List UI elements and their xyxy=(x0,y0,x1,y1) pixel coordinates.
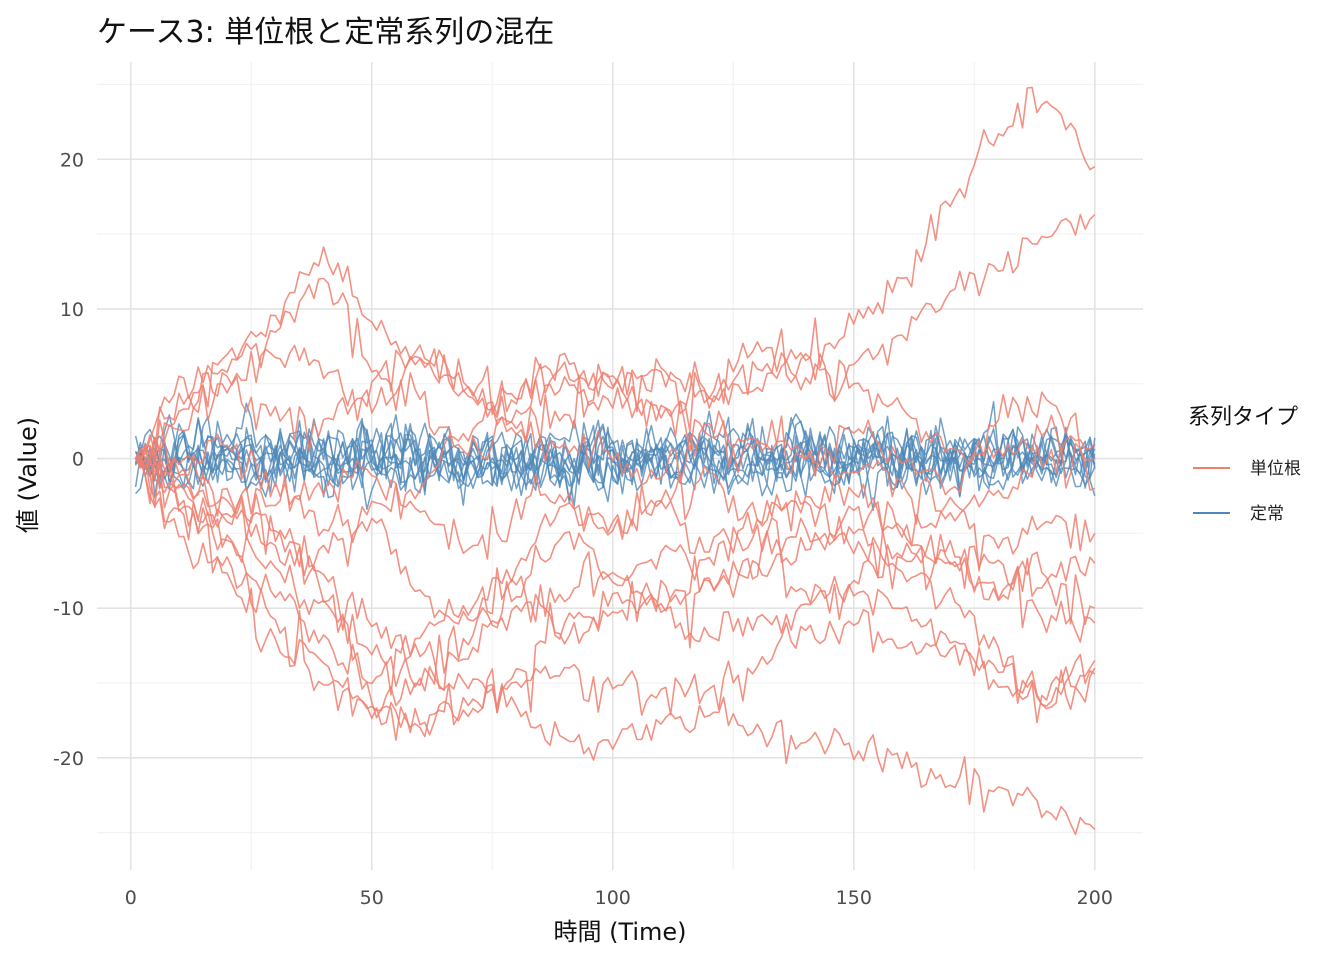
unit-root-series-line xyxy=(134,449,1096,836)
y-tick-labels: -20 -10 0 10 20 xyxy=(53,149,84,770)
unit-root-series-line xyxy=(135,328,1096,467)
x-tick-labels: 0 50 100 150 200 xyxy=(125,887,1113,909)
unit-root-series-line xyxy=(134,458,1096,736)
x-tick-label: 200 xyxy=(1077,887,1113,909)
unit-root-series-group xyxy=(134,86,1096,836)
unit-root-series-line xyxy=(134,213,1096,459)
unit-root-series-line xyxy=(135,457,1096,741)
stationary-series-line xyxy=(134,416,1096,496)
stationary-series-group xyxy=(134,400,1096,512)
x-axis-title: 時間 (Time) xyxy=(553,918,686,946)
unit-root-series-line xyxy=(134,444,1096,696)
y-axis-title: 値 (Value) xyxy=(14,417,42,533)
legend-title: 系列タイプ xyxy=(1188,405,1298,430)
y-tick-label: -10 xyxy=(53,598,84,620)
unit-root-series-line xyxy=(135,246,1096,496)
y-tick-label: 0 xyxy=(72,449,84,471)
y-tick-label: -20 xyxy=(53,748,84,770)
stationary-series-line xyxy=(134,424,1096,506)
grid-minor xyxy=(97,62,1143,870)
stationary-series-line xyxy=(134,410,1096,511)
legend: 系列タイプ 単位根 定常 xyxy=(1188,405,1301,524)
legend-label-stationary: 定常 xyxy=(1250,504,1284,524)
unit-root-series-line xyxy=(134,458,1096,724)
y-tick-label: 20 xyxy=(60,149,84,171)
unit-root-series-line xyxy=(134,361,1096,544)
unit-root-series-line xyxy=(134,86,1096,460)
x-tick-label: 150 xyxy=(836,887,872,909)
legend-label-unit-root: 単位根 xyxy=(1250,459,1301,479)
x-tick-label: 0 xyxy=(125,887,137,909)
unit-root-series-line xyxy=(134,457,1096,572)
chart-title: ケース3: 単位根と定常系列の混在 xyxy=(97,15,554,50)
y-tick-label: 10 xyxy=(60,299,84,321)
x-tick-label: 50 xyxy=(360,887,384,909)
x-tick-label: 100 xyxy=(595,887,631,909)
